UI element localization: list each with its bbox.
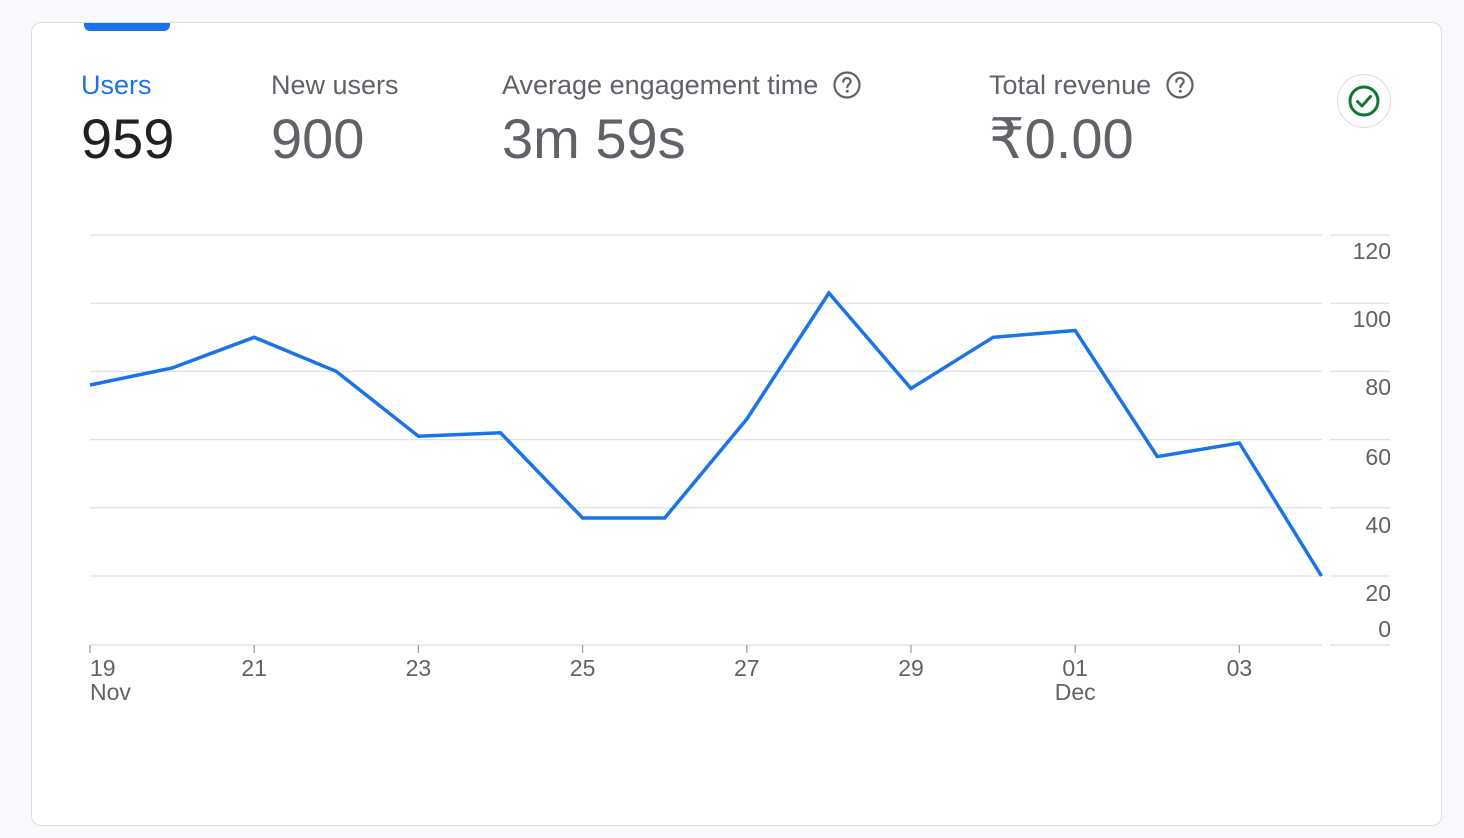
x-tick-month-label: Dec bbox=[1055, 679, 1096, 705]
y-tick-label: 0 bbox=[1378, 616, 1391, 642]
users-overview-card: Users 959 New users 900 Average engageme… bbox=[31, 22, 1442, 826]
x-tick-label: 03 bbox=[1227, 655, 1253, 681]
x-tick-label: 23 bbox=[406, 655, 432, 681]
x-tick-label: 25 bbox=[570, 655, 596, 681]
data-quality-status-button[interactable] bbox=[1337, 74, 1391, 128]
check-circle-icon bbox=[1348, 85, 1380, 117]
help-icon[interactable] bbox=[832, 70, 862, 100]
x-tick-label: 29 bbox=[898, 655, 924, 681]
y-tick-label: 60 bbox=[1365, 444, 1391, 470]
metric-value: 3m 59s bbox=[502, 107, 686, 170]
metric-tab-users[interactable]: Users 959 bbox=[81, 67, 174, 169]
users-series-line bbox=[89, 290, 1323, 577]
x-tick-label: 01 bbox=[1062, 655, 1088, 681]
metric-tab-total-revenue[interactable]: Total revenue ₹0.00 bbox=[989, 67, 1195, 169]
x-tick-label: 27 bbox=[734, 655, 760, 681]
y-tick-label: 100 bbox=[1353, 306, 1391, 332]
y-tick-label: 40 bbox=[1365, 512, 1391, 538]
y-tick-label: 80 bbox=[1365, 374, 1391, 400]
help-icon[interactable] bbox=[1165, 70, 1195, 100]
y-tick-label: 20 bbox=[1365, 580, 1391, 606]
x-tick-month-label: Nov bbox=[90, 679, 131, 705]
metric-value: 900 bbox=[271, 107, 365, 170]
x-tick-label: 21 bbox=[241, 655, 267, 681]
active-tab-indicator bbox=[84, 23, 170, 31]
y-tick-label: 120 bbox=[1353, 238, 1391, 264]
metric-tab-new-users[interactable]: New users 900 bbox=[271, 67, 399, 169]
metric-value: 959 bbox=[81, 107, 175, 170]
metric-value: ₹0.00 bbox=[989, 107, 1134, 170]
x-tick-label: 19 bbox=[90, 655, 116, 681]
metric-label: Users bbox=[81, 69, 152, 100]
metric-label: Average engagement time bbox=[502, 67, 862, 103]
metric-label: New users bbox=[271, 69, 399, 100]
metric-tab-average-engagement-time[interactable]: Average engagement time 3m 59s bbox=[502, 67, 862, 169]
metric-label: Total revenue bbox=[989, 67, 1195, 103]
